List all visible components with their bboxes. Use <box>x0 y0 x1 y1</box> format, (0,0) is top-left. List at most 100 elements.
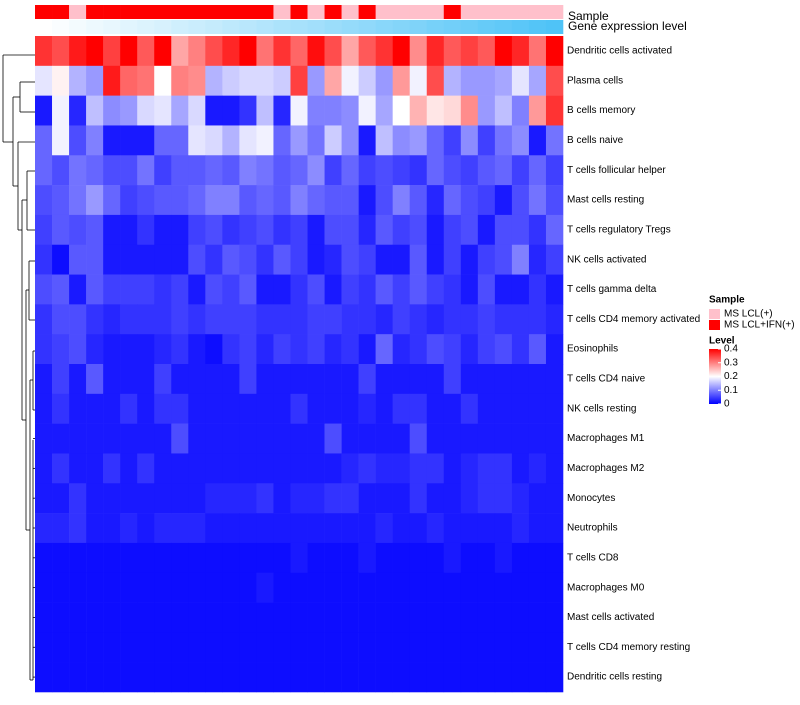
gene-expression-cell <box>392 20 411 34</box>
heatmap-cell <box>273 65 291 96</box>
heatmap-cell <box>494 572 513 603</box>
heatmap-cell <box>256 36 274 67</box>
heatmap-cell <box>477 453 496 484</box>
heatmap-cell <box>52 393 70 424</box>
heatmap-cell <box>443 572 462 603</box>
heatmap-cell <box>188 304 206 335</box>
legend-tick-label: 0.4 <box>724 344 738 355</box>
heatmap-cell <box>171 214 189 246</box>
heatmap-cell <box>69 185 87 216</box>
heatmap-cell <box>511 185 530 216</box>
heatmap-cell <box>392 244 411 275</box>
heatmap-cell <box>511 483 530 514</box>
heatmap-cell <box>426 304 445 335</box>
sample-cell <box>324 5 342 19</box>
heatmap-cell <box>426 453 445 484</box>
heatmap-cell <box>477 334 496 365</box>
heatmap-cell <box>120 334 138 365</box>
row-label: Mast cells activated <box>567 612 654 623</box>
heatmap-cell <box>171 244 189 275</box>
heatmap-cell <box>460 95 479 126</box>
heatmap-cell <box>256 393 274 424</box>
heatmap-cell <box>324 423 342 454</box>
heatmap-cell <box>426 542 445 574</box>
heatmap-cell <box>120 125 138 156</box>
heatmap-cell <box>205 423 223 454</box>
heatmap-cell <box>409 632 428 663</box>
heatmap-cell <box>120 513 138 544</box>
heatmap-cell <box>477 155 496 186</box>
heatmap-cell <box>273 244 291 275</box>
heatmap-cell <box>290 95 308 126</box>
heatmap-cell <box>171 95 189 126</box>
heatmap-cell <box>477 393 496 424</box>
heatmap-cell <box>222 36 240 67</box>
heatmap-cell <box>375 513 393 544</box>
heatmap-cell <box>273 393 291 424</box>
heatmap-cell <box>273 423 291 454</box>
heatmap-cell <box>511 453 530 484</box>
heatmap-cell <box>392 155 411 186</box>
heatmap-cell <box>477 214 496 246</box>
heatmap-cell <box>256 662 274 693</box>
heatmap-cell <box>477 542 496 574</box>
heatmap-cell <box>443 65 462 96</box>
sample-cell <box>103 5 121 19</box>
heatmap-cell <box>358 274 376 305</box>
heatmap-cell <box>205 334 223 365</box>
heatmap-cell <box>103 274 121 305</box>
heatmap-cell <box>120 95 138 126</box>
heatmap-cell <box>86 155 104 186</box>
heatmap-cell <box>409 513 428 544</box>
heatmap-cell <box>375 632 393 663</box>
heatmap-cell <box>460 334 479 365</box>
heatmap-cell <box>477 185 496 216</box>
heatmap-cell <box>443 632 462 663</box>
heatmap-cell <box>69 334 87 365</box>
heatmap-cell <box>528 542 547 574</box>
heatmap-cell <box>239 125 257 156</box>
heatmap-cell <box>494 65 513 96</box>
heatmap-cell <box>120 244 138 275</box>
heatmap-cell <box>52 632 70 663</box>
heatmap-cell <box>477 125 496 156</box>
heatmap-cell <box>375 662 393 693</box>
heatmap-cell <box>188 453 206 484</box>
heatmap-cell <box>324 334 342 365</box>
heatmap-cell <box>205 662 223 693</box>
heatmap-cell <box>171 483 189 514</box>
heatmap-cell <box>511 423 530 454</box>
heatmap-cell <box>154 542 172 574</box>
heatmap-cell <box>171 185 189 216</box>
heatmap-cell <box>239 453 257 484</box>
heatmap-cell <box>52 304 70 335</box>
heatmap-cell <box>528 662 547 693</box>
heatmap-cell <box>409 155 428 186</box>
heatmap-cell <box>460 483 479 514</box>
heatmap-cell <box>375 572 393 603</box>
gene-expression-cell <box>86 20 104 34</box>
heatmap-cell <box>409 214 428 246</box>
heatmap-cell <box>545 274 564 305</box>
heatmap-cell <box>205 304 223 335</box>
heatmap-cell <box>188 95 206 126</box>
heatmap-cell <box>545 125 564 156</box>
legend-label: MS LCL(+) <box>724 309 773 320</box>
gene-expression-cell <box>511 20 530 34</box>
gene-expression-annotation-label: Gene expression level <box>568 19 687 33</box>
row-label: Plasma cells <box>567 75 623 86</box>
heatmap-cell <box>86 632 104 663</box>
heatmap-cell <box>35 572 53 603</box>
heatmap-cell <box>35 483 53 514</box>
heatmap-cell <box>103 542 121 574</box>
heatmap-cell <box>137 364 155 395</box>
heatmap-cell <box>324 364 342 395</box>
heatmap-cell <box>307 125 325 156</box>
heatmap-cell <box>120 453 138 484</box>
heatmap-cell <box>494 185 513 216</box>
heatmap-cell <box>290 632 308 663</box>
heatmap-cell <box>120 632 138 663</box>
heatmap-cell <box>528 95 547 126</box>
heatmap-cell <box>137 65 155 96</box>
